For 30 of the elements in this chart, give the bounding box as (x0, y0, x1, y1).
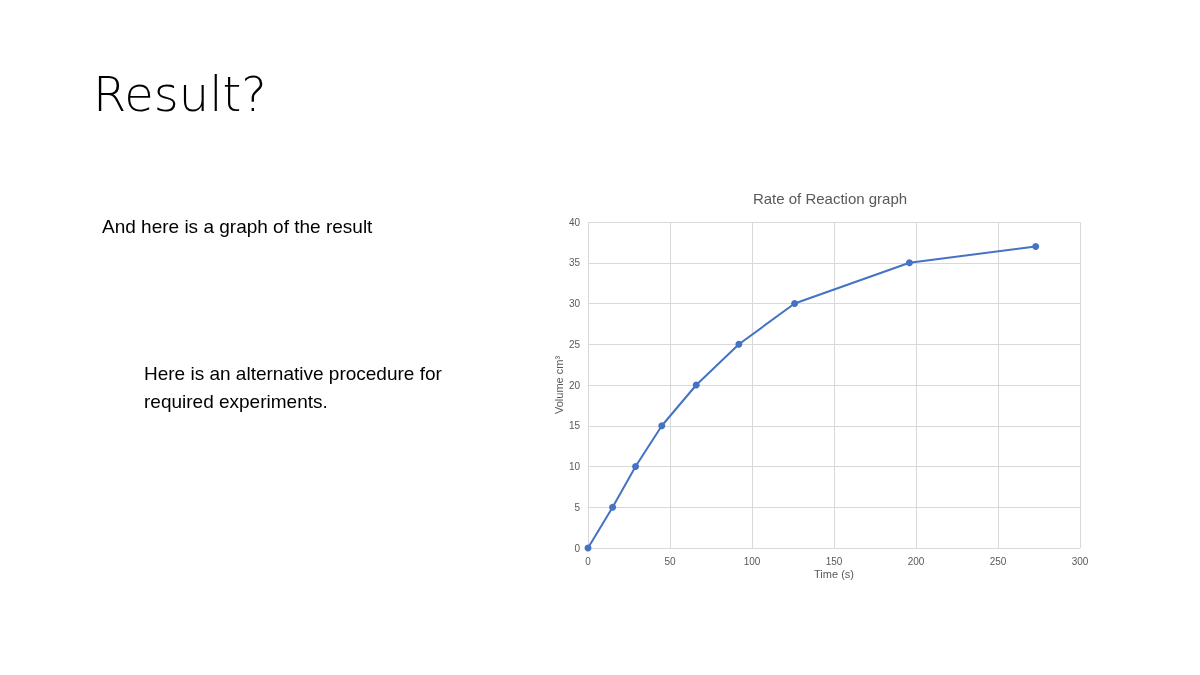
chart-title: Rate of Reaction graph (752, 190, 908, 207)
y-tick-label: 30 (568, 298, 581, 309)
y-tick-label: 20 (568, 379, 581, 391)
point (632, 463, 640, 470)
point (609, 503, 617, 511)
y-tick-label: 0 (574, 542, 581, 554)
point (905, 259, 913, 267)
y-tick-label: 25 (568, 338, 581, 350)
x-tick-label: 250 (989, 555, 1007, 567)
point (735, 340, 743, 348)
point (791, 300, 799, 307)
text: Here is an alternative procedure for required experiments. (144, 362, 448, 412)
x-tick-label: 0 (585, 555, 592, 567)
x-tick-label: 100 (743, 555, 761, 567)
x-tick-label: 50 (664, 555, 676, 567)
y-tick-label: 15 (568, 420, 581, 432)
y-tick-label: 40 (568, 216, 581, 228)
point (1032, 242, 1040, 250)
y-tick-label: 35 (568, 257, 581, 269)
x-axis-title: Time (s) (814, 567, 854, 580)
x-tick-label: 300 (1071, 555, 1089, 567)
text: And here is a graph of the result (102, 216, 374, 237)
point (658, 422, 666, 430)
x-tick-label: 200 (907, 555, 925, 567)
y-tick-label: 10 (568, 461, 581, 472)
y-axis-title: Volume cm³ (553, 355, 566, 415)
point (692, 381, 700, 389)
y-tick-label: 5 (574, 501, 581, 513)
text: Result? (93, 66, 267, 122)
x-tick-label: 150 (825, 555, 843, 567)
